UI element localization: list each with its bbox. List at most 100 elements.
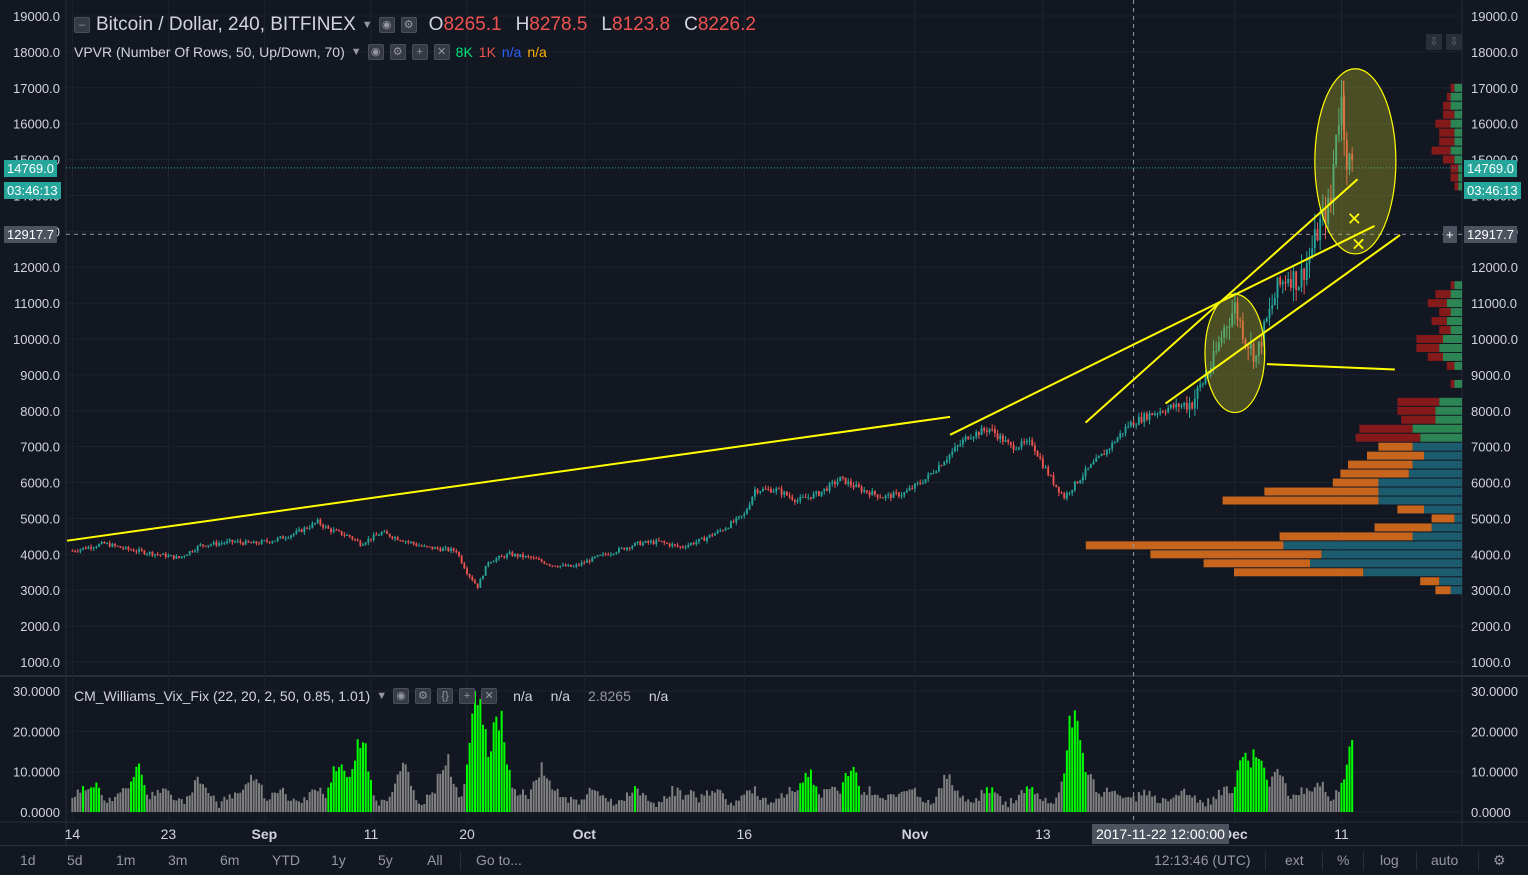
vix-bar xyxy=(537,777,540,812)
candle-body xyxy=(231,539,234,543)
gear-icon[interactable]: ⚙ xyxy=(415,688,432,704)
close-icon[interactable]: ✕ xyxy=(481,688,498,704)
vix-bar xyxy=(476,705,479,812)
vix-tick-label-left: 20.0000 xyxy=(13,724,60,739)
candle-body xyxy=(314,522,316,524)
vix-bar xyxy=(783,797,786,812)
scroll-down-alt-icon[interactable]: ⇩ xyxy=(1446,34,1462,50)
vix-bar xyxy=(1159,803,1162,812)
vix-bar xyxy=(489,751,492,812)
source-icon[interactable]: {} xyxy=(437,688,454,704)
candle-body xyxy=(1305,263,1308,280)
vix-value-0: n/a xyxy=(513,688,533,704)
vix-bar xyxy=(274,792,277,812)
chevron-down-icon[interactable]: ▼ xyxy=(361,19,373,31)
candle-body xyxy=(671,544,674,547)
crosshair-plus-icon[interactable]: + xyxy=(1443,226,1457,243)
vix-bar xyxy=(732,805,735,812)
plus-icon[interactable]: + xyxy=(459,688,476,704)
vix-bar xyxy=(1271,776,1274,812)
collapse-icon[interactable]: – xyxy=(74,17,90,33)
candle-body xyxy=(727,527,730,529)
range-ytd[interactable]: YTD xyxy=(272,852,300,868)
ext-toggle[interactable]: ext xyxy=(1285,852,1304,868)
log-toggle[interactable]: log xyxy=(1380,852,1399,868)
candle-body xyxy=(98,544,100,547)
close-icon[interactable]: ✕ xyxy=(433,44,450,60)
range-1d[interactable]: 1d xyxy=(20,852,36,868)
vix-bar xyxy=(860,794,863,812)
candle-body xyxy=(1124,426,1127,434)
candle-body xyxy=(1137,416,1140,425)
eye-icon[interactable]: ◉ xyxy=(367,44,384,60)
candle-body xyxy=(791,496,794,500)
candle-body xyxy=(812,493,815,499)
candle-body xyxy=(87,546,90,549)
chevron-down-icon[interactable]: ▼ xyxy=(376,690,388,702)
range-all[interactable]: All xyxy=(427,852,443,868)
vpvr-name[interactable]: VPVR (Number Of Rows, 50, Up/Down, 70) xyxy=(74,44,345,60)
range-5y[interactable]: 5y xyxy=(378,852,393,868)
range-3m[interactable]: 3m xyxy=(168,852,188,868)
eye-icon[interactable]: ◉ xyxy=(393,688,410,704)
candle-body xyxy=(154,554,156,556)
vpvr-value-up: 8K xyxy=(455,44,473,60)
auto-toggle[interactable]: auto xyxy=(1431,852,1459,868)
vix-bar xyxy=(607,801,610,812)
vix-bar xyxy=(1183,788,1186,812)
vix-bar xyxy=(239,792,242,812)
candle-body xyxy=(1015,449,1018,451)
vix-bar xyxy=(204,787,207,812)
vix-bar xyxy=(527,798,530,812)
symbol-title[interactable]: Bitcoin / Dollar, 240, BITFINEX xyxy=(96,14,356,35)
gear-icon[interactable]: ⚙ xyxy=(400,17,417,33)
vix-bar xyxy=(500,710,503,812)
vix-bar xyxy=(455,787,458,812)
utc-clock[interactable]: 12:13:46 (UTC) xyxy=(1154,852,1251,868)
candle-body xyxy=(570,564,572,567)
vix-bar xyxy=(444,765,447,812)
vix-bar xyxy=(633,786,636,812)
candle-body xyxy=(316,519,319,523)
vix-bar xyxy=(124,788,127,812)
volume-profile-up-bar xyxy=(1446,317,1462,326)
vix-bar xyxy=(665,798,668,812)
volume-profile-up-bar xyxy=(1439,343,1462,352)
vix-name[interactable]: CM_Williams_Vix_Fix (22, 20, 2, 50, 0.85… xyxy=(74,688,371,704)
eye-icon[interactable]: ◉ xyxy=(378,17,395,33)
candle-body xyxy=(1036,451,1039,457)
candle-body xyxy=(857,484,860,487)
range-1m[interactable]: 1m xyxy=(116,852,136,868)
volume-profile-up-bar xyxy=(1446,299,1462,308)
vix-tick-label-left: 30.0000 xyxy=(13,684,60,699)
candle-body xyxy=(1025,440,1028,443)
volume-profile-up-bar xyxy=(1439,397,1462,406)
range-5d[interactable]: 5d xyxy=(67,852,83,868)
gear-icon[interactable]: ⚙ xyxy=(389,44,406,60)
vix-bar xyxy=(1276,768,1279,812)
plus-icon[interactable]: + xyxy=(411,44,428,60)
chevron-down-icon[interactable]: ▼ xyxy=(350,46,362,58)
range-6m[interactable]: 6m xyxy=(220,852,240,868)
candle-body xyxy=(588,560,591,562)
candle-body xyxy=(716,530,719,534)
candle-body xyxy=(714,533,716,536)
candle-body xyxy=(1135,424,1138,426)
range-1y[interactable]: 1y xyxy=(331,852,346,868)
vix-bar xyxy=(777,798,780,812)
candle-body xyxy=(921,483,924,485)
scroll-down-icon[interactable]: ⇩ xyxy=(1426,34,1442,50)
vix-bar xyxy=(1164,798,1167,812)
candle-body xyxy=(364,542,367,545)
candle-body xyxy=(188,551,191,555)
candle-body xyxy=(412,541,415,544)
vix-bar xyxy=(1332,799,1335,812)
vix-bar xyxy=(271,792,274,812)
goto-button[interactable]: Go to... xyxy=(476,852,522,868)
candle-body xyxy=(372,534,375,540)
settings-icon[interactable]: ⚙ xyxy=(1493,852,1506,868)
percent-toggle[interactable]: % xyxy=(1337,852,1350,868)
vix-bar xyxy=(591,789,594,812)
